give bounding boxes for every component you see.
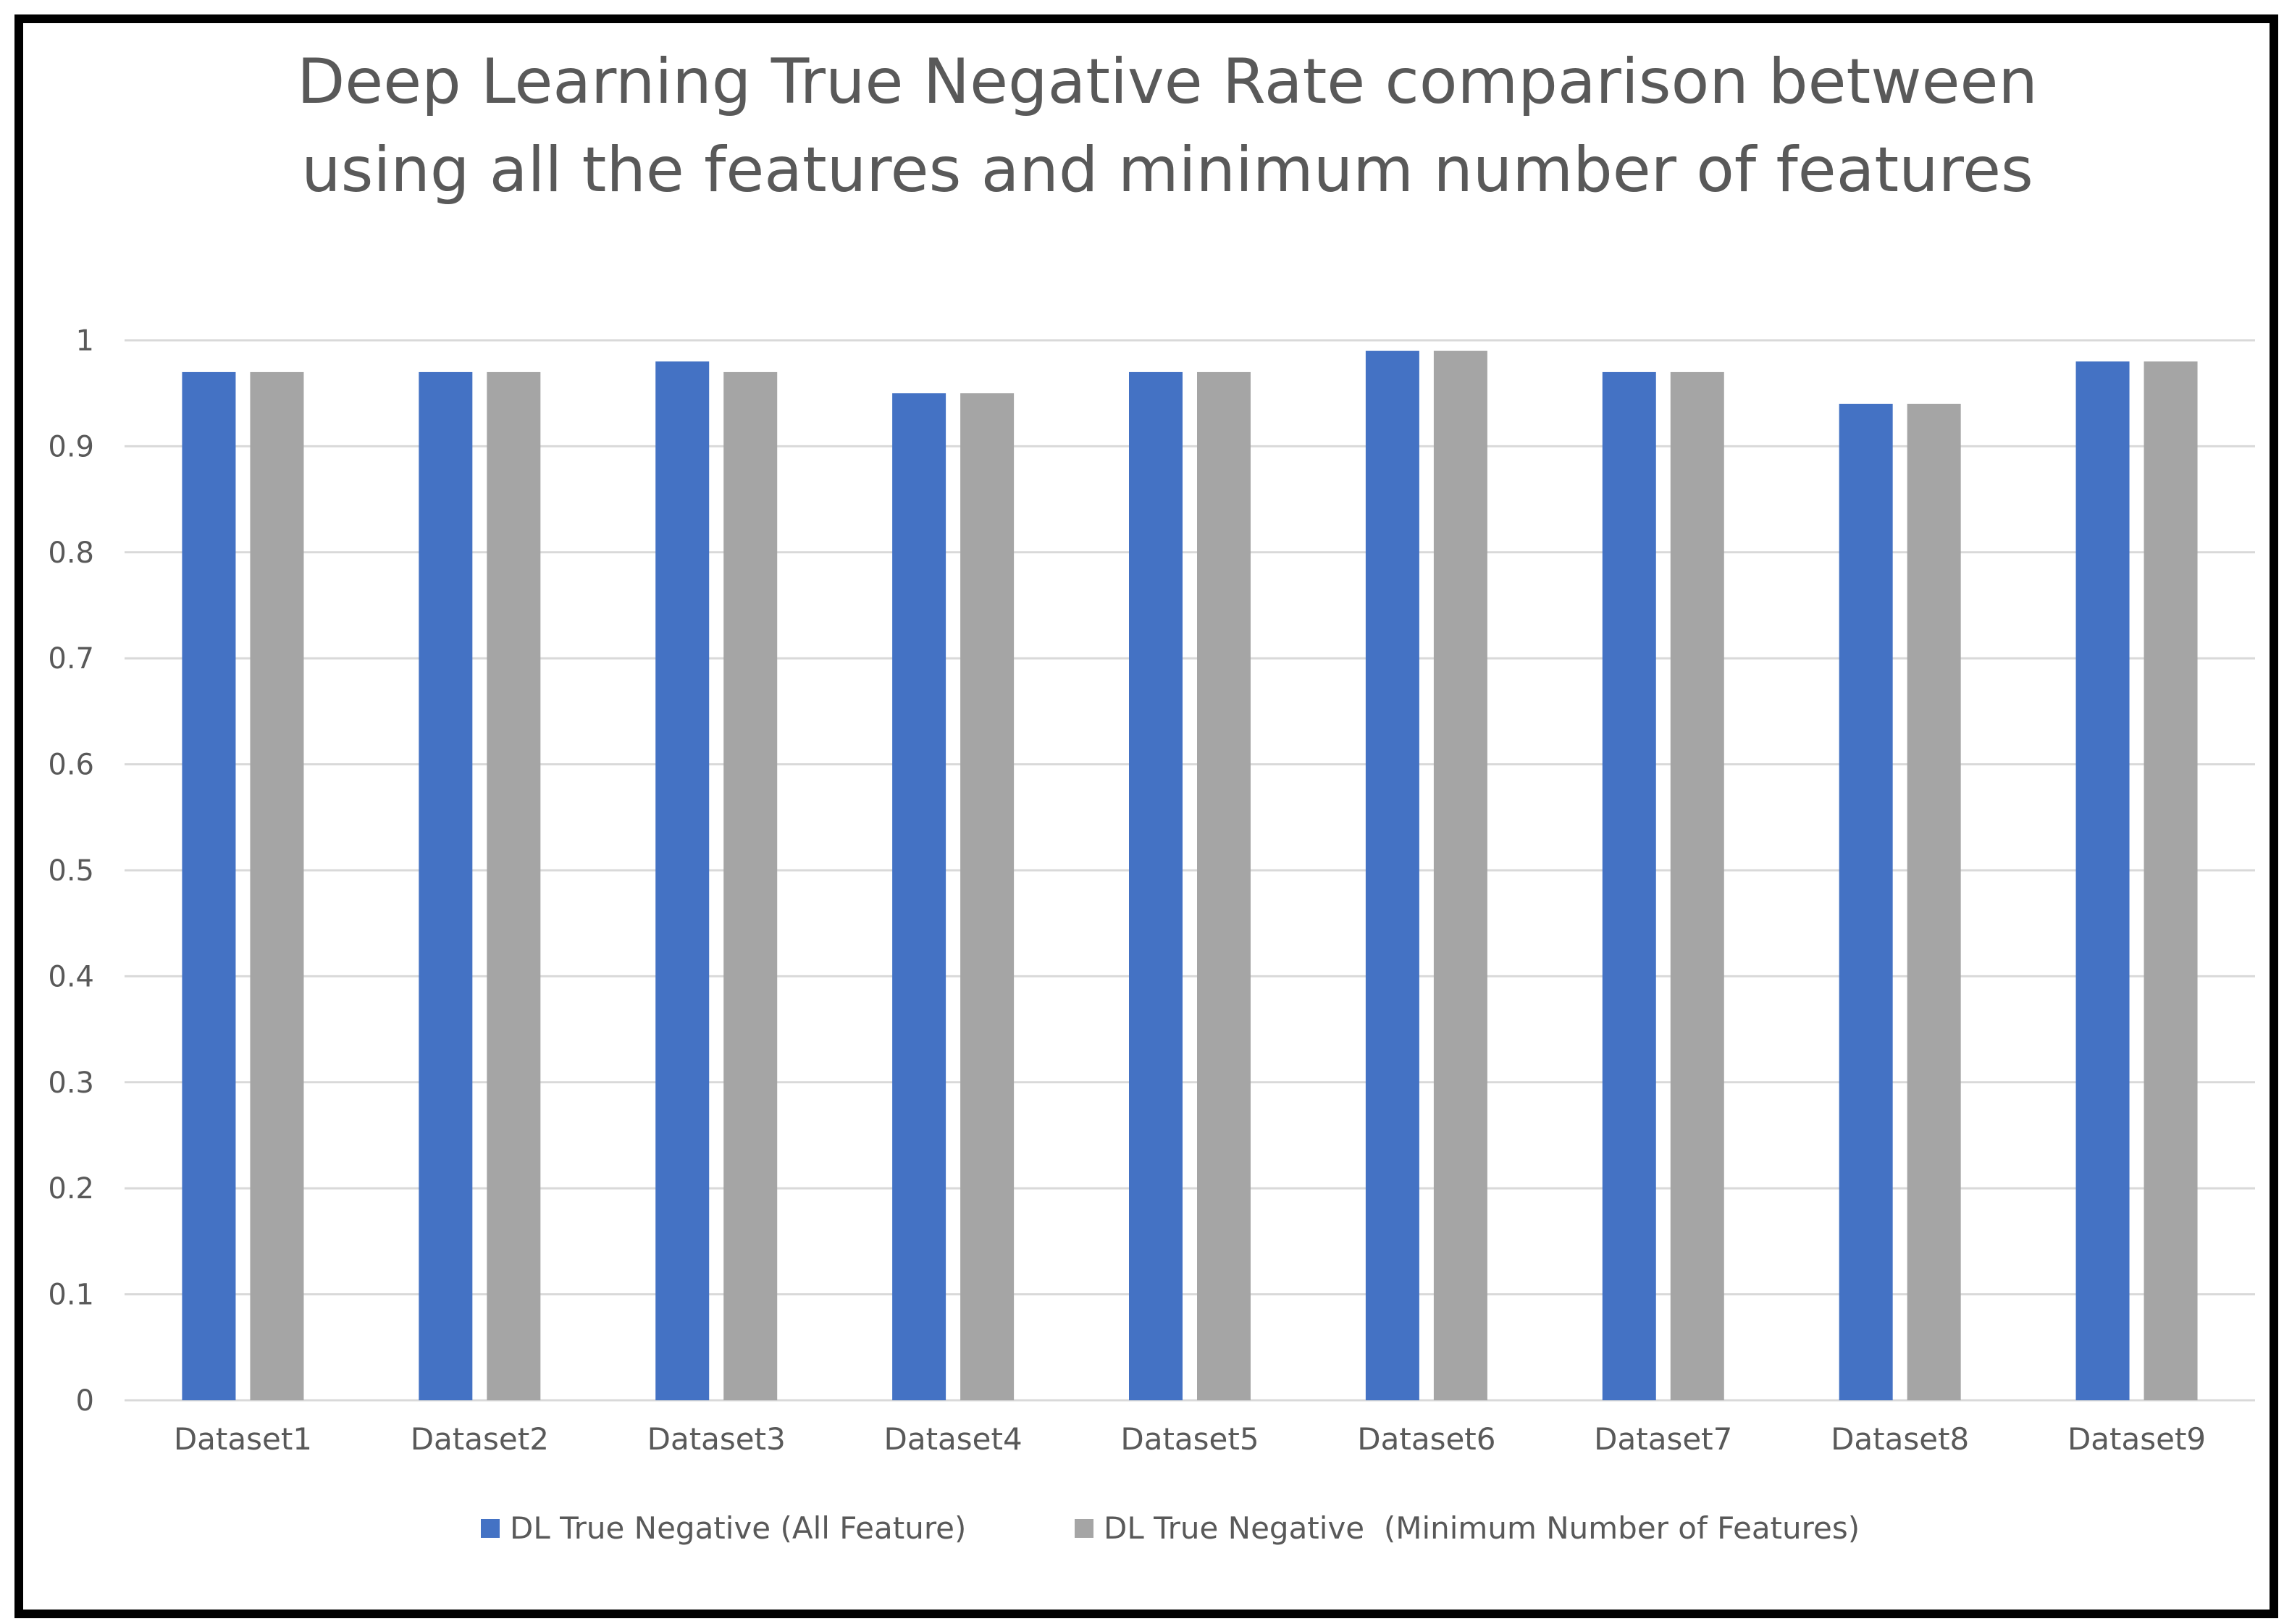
legend-swatch-series-2 [1075, 1519, 1093, 1538]
legend: DL True Negative (All Feature) DL True Ne… [481, 1510, 1860, 1546]
x-category-label: Dataset5 [1120, 1421, 1259, 1457]
bar-dataset4-series-2 [960, 393, 1015, 1401]
y-tick-label: 0.5 [48, 854, 94, 888]
bar-dataset3-series-1 [655, 361, 710, 1400]
x-category-label: Dataset3 [647, 1421, 786, 1457]
y-tick-label: 0.8 [48, 537, 94, 570]
bar-chart: Deep Learning True Negative Rate compari… [48, 46, 2255, 1546]
y-tick-label: 0.1 [48, 1279, 94, 1312]
bar-dataset8-series-2 [1907, 403, 1961, 1400]
x-category-label: Dataset7 [1594, 1421, 1732, 1457]
bar-dataset9-series-1 [2075, 361, 2130, 1400]
y-axis-ticks: 0 0.1 0.2 0.3 0.4 0.5 0.6 0.7 0.8 0.9 1 [48, 324, 94, 1418]
legend-swatch-series-1 [481, 1519, 500, 1538]
gridlines [125, 339, 2255, 1402]
x-category-label: Dataset1 [174, 1421, 312, 1457]
bar-dataset7-series-1 [1602, 371, 1656, 1400]
bars [182, 350, 2198, 1401]
x-category-label: Dataset2 [411, 1421, 549, 1457]
x-axis-categories: Dataset1 Dataset2 Dataset3 Dataset4 Dataset5… [174, 1421, 2206, 1457]
y-tick-label: 0.2 [48, 1172, 94, 1206]
bar-dataset6-series-2 [1433, 350, 1487, 1400]
bar-dataset5-series-1 [1129, 371, 1183, 1400]
bar-dataset7-series-2 [1670, 371, 1724, 1400]
y-tick-label: 0.3 [48, 1066, 94, 1100]
y-tick-label: 0.9 [48, 430, 94, 463]
bar-dataset8-series-1 [1839, 403, 1893, 1400]
bar-dataset2-series-1 [419, 371, 473, 1400]
y-tick-label: 0.4 [48, 960, 94, 993]
x-category-label: Dataset6 [1357, 1421, 1495, 1457]
bar-dataset1-series-2 [250, 371, 304, 1400]
bar-dataset3-series-2 [723, 371, 778, 1400]
legend-label-series-2: DL True Negative (Minimum Number of Feat… [1104, 1510, 1860, 1546]
y-tick-label: 0.7 [48, 642, 94, 676]
bar-dataset1-series-1 [182, 371, 236, 1400]
bar-dataset4-series-1 [892, 393, 946, 1401]
bar-dataset2-series-2 [487, 371, 541, 1400]
bar-dataset6-series-1 [1365, 350, 1419, 1400]
y-tick-label: 1 [76, 324, 94, 358]
legend-label-series-1: DL True Negative (All Feature) [510, 1510, 966, 1546]
chart-frame: Deep Learning True Negative Rate compari… [14, 14, 2278, 1618]
bar-dataset5-series-2 [1197, 371, 1251, 1400]
y-tick-label: 0.6 [48, 749, 94, 782]
bar-dataset9-series-2 [2144, 361, 2198, 1400]
x-category-label: Dataset4 [884, 1421, 1023, 1457]
chart-title-line-2: using all the features and minimum numbe… [301, 134, 2033, 206]
x-category-label: Dataset8 [1831, 1421, 1969, 1457]
chart-title-line-1: Deep Learning True Negative Rate compari… [297, 46, 2038, 118]
chart-title: Deep Learning True Negative Rate compari… [297, 46, 2038, 206]
y-tick-label: 0 [76, 1384, 94, 1418]
x-category-label: Dataset9 [2067, 1421, 2206, 1457]
